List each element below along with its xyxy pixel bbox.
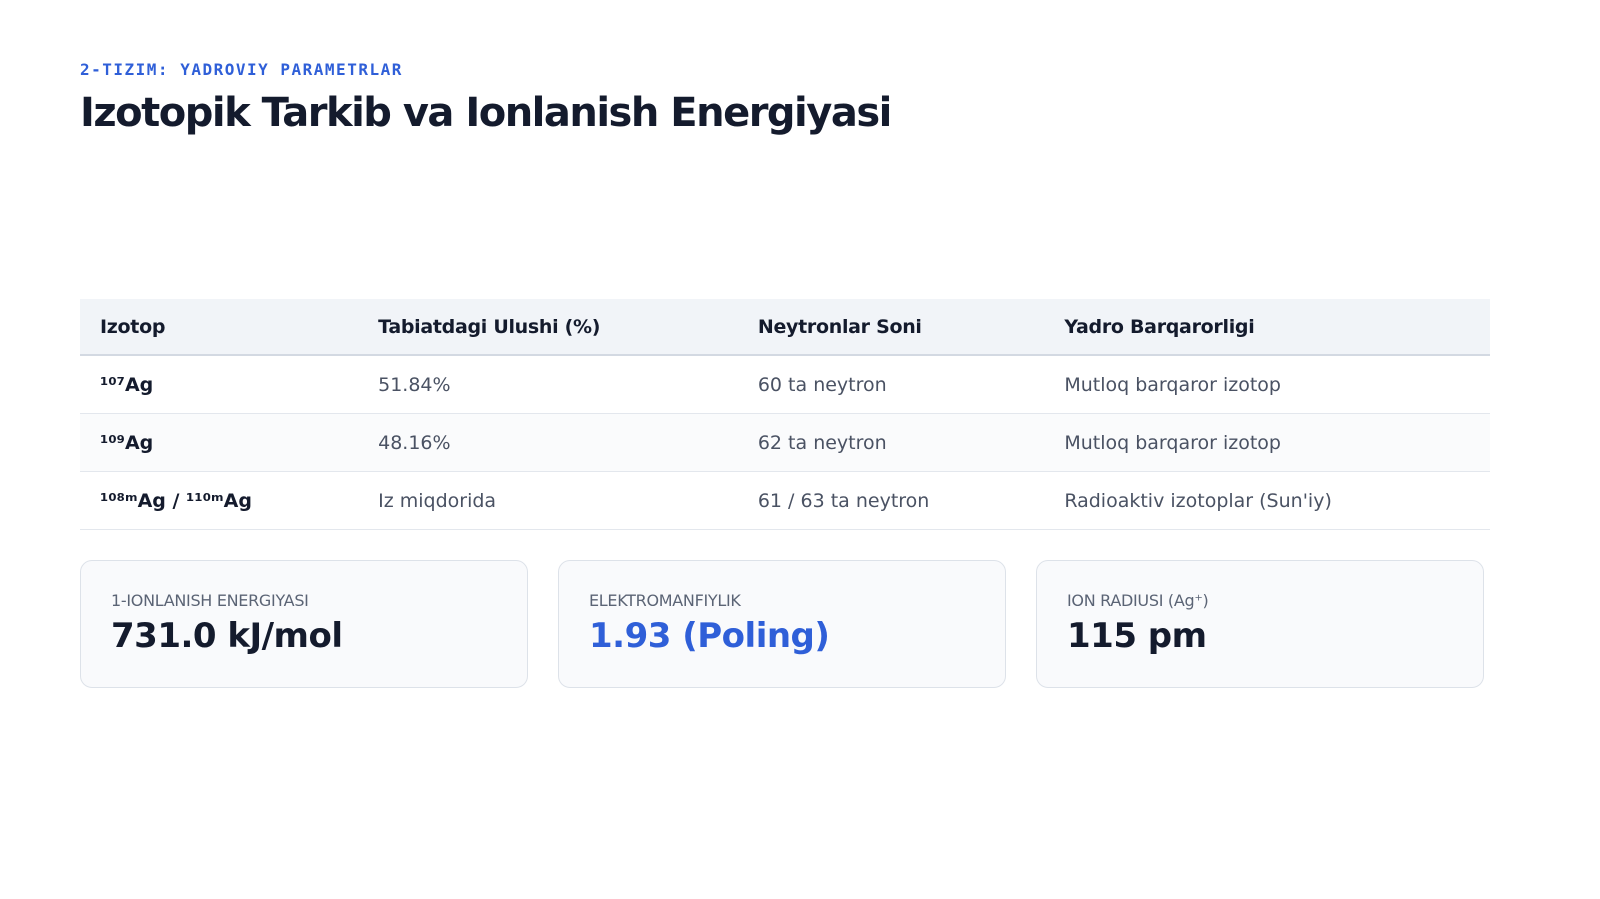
stat-card: 1-IONLANISH ENERGIYASI 731.0 kJ/mol bbox=[80, 560, 528, 688]
table-cell: Mutloq barqaror izotop bbox=[1044, 355, 1490, 414]
stat-card: ELEKTROMANFIYLIK 1.93 (Poling) bbox=[558, 560, 1006, 688]
kicker: 2-TIZIM: YADROVIY PARAMETRLAR bbox=[80, 60, 403, 79]
header-cell: Neytronlar Soni bbox=[737, 299, 1045, 356]
table-cell: Mutloq barqaror izotop bbox=[1044, 413, 1490, 472]
table-cell: 51.84% bbox=[358, 355, 738, 414]
card-value: 731.0 kJ/mol bbox=[111, 616, 343, 656]
table-cell: 62 ta neytron bbox=[737, 413, 1045, 472]
table-cell: 61 / 63 ta neytron bbox=[737, 471, 1045, 530]
table-cell: Iz miqdorida bbox=[358, 471, 738, 530]
table-row: ¹⁰⁹Ag 48.16% 62 ta neytron Mutloq barqaror … bbox=[80, 413, 1490, 472]
header-cell: Yadro Barqarorligi bbox=[1044, 299, 1490, 356]
card-label: 1-IONLANISH ENERGIYASI bbox=[111, 591, 309, 610]
header-cell: Izotop bbox=[80, 299, 359, 356]
table-body: ¹⁰⁷Ag 51.84% 60 ta neytron Mutloq barqaror … bbox=[80, 355, 1490, 530]
title: Izotopik Tarkib va Ionlanish Energiyasi bbox=[80, 90, 892, 136]
card-label: ELEKTROMANFIYLIK bbox=[589, 591, 741, 610]
table-cell: ¹⁰⁸ᵐAg / ¹¹⁰ᵐAg bbox=[80, 471, 359, 530]
header-cell: Tabiatdagi Ulushi (%) bbox=[358, 299, 738, 356]
isotope-table: Izotop Tabiatdagi Ulushi (%) Neytronlar … bbox=[80, 299, 1490, 530]
table-cell: ¹⁰⁹Ag bbox=[80, 413, 359, 472]
stat-card: ION RADIUSI (Ag⁺) 115 pm bbox=[1036, 560, 1484, 688]
table-cell: ¹⁰⁷Ag bbox=[80, 355, 359, 414]
table-cell: 60 ta neytron bbox=[737, 355, 1045, 414]
table-row: ¹⁰⁸ᵐAg / ¹¹⁰ᵐAg Iz miqdorida 61 / 63 ta ne… bbox=[80, 471, 1490, 530]
table-cell: Radioaktiv izotoplar (Sun'iy) bbox=[1044, 471, 1490, 530]
card-value: 115 pm bbox=[1067, 616, 1207, 656]
table-row: ¹⁰⁷Ag 51.84% 60 ta neytron Mutloq barqaror … bbox=[80, 355, 1490, 414]
card-value: 1.93 (Poling) bbox=[589, 616, 830, 656]
card-row: 1-IONLANISH ENERGIYASI 731.0 kJ/mol ELEKTR… bbox=[80, 560, 1484, 688]
header-row: Izotop Tabiatdagi Ulushi (%) Neytronlar … bbox=[80, 299, 1490, 356]
table-cell: 48.16% bbox=[358, 413, 738, 472]
card-label: ION RADIUSI (Ag⁺) bbox=[1067, 591, 1209, 610]
